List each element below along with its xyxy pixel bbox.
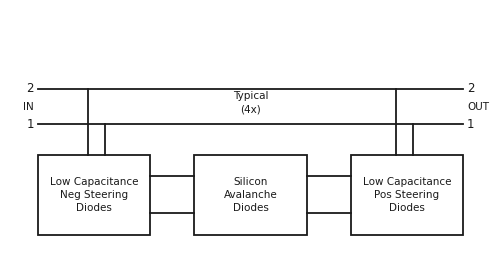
Bar bbox=[194, 155, 307, 235]
Bar bbox=[38, 155, 150, 235]
Bar bbox=[351, 155, 463, 235]
Text: 2: 2 bbox=[27, 82, 34, 95]
Text: Low Capacitance
Pos Steering
Diodes: Low Capacitance Pos Steering Diodes bbox=[363, 177, 451, 213]
Text: 1: 1 bbox=[27, 119, 34, 131]
Text: 1: 1 bbox=[467, 119, 474, 131]
Text: OUT: OUT bbox=[467, 102, 489, 112]
Text: 2: 2 bbox=[467, 82, 474, 95]
Text: Low Capacitance
Neg Steering
Diodes: Low Capacitance Neg Steering Diodes bbox=[50, 177, 138, 213]
Text: IN: IN bbox=[24, 102, 34, 112]
Text: Silicon
Avalanche
Diodes: Silicon Avalanche Diodes bbox=[224, 177, 278, 213]
Text: Typical
(4x): Typical (4x) bbox=[233, 91, 268, 114]
